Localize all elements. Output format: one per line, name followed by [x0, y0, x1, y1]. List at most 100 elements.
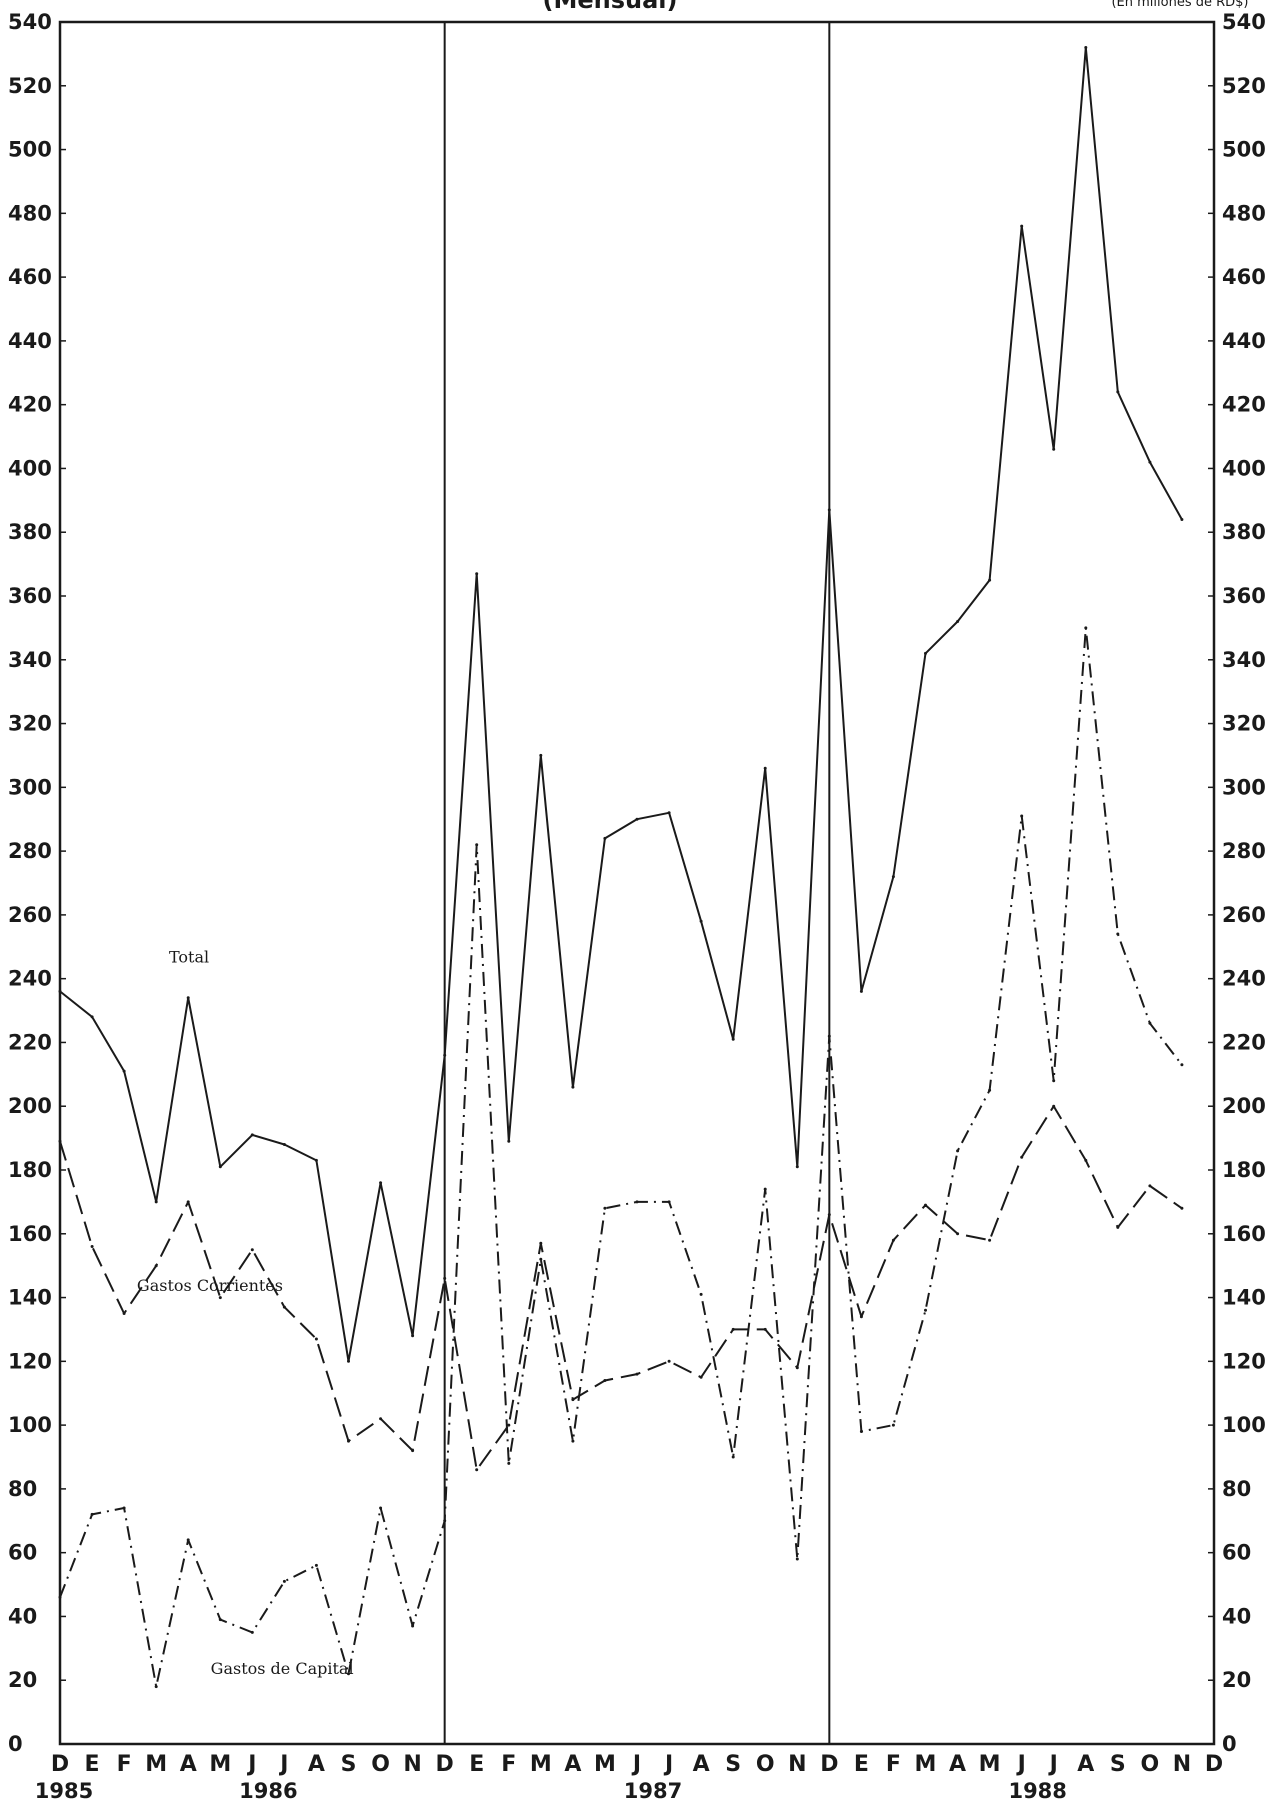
data-point-1-12 — [443, 1053, 447, 1057]
data-point-3-30 — [1020, 814, 1024, 818]
data-point-2-18 — [635, 1372, 639, 1376]
data-point-1-22 — [763, 766, 767, 770]
data-point-2-26 — [891, 1238, 895, 1242]
x-tick-label-24: D — [820, 1752, 838, 1777]
data-point-1-32 — [1084, 46, 1088, 49]
y-tick-label-left-240: 240 — [8, 967, 52, 991]
data-point-1-2 — [122, 1069, 126, 1073]
data-point-1-0 — [58, 989, 62, 993]
data-point-1-31 — [1052, 447, 1056, 451]
data-point-1-26 — [891, 875, 895, 879]
y-tick-label-right-260: 260 — [1222, 903, 1266, 927]
data-point-1-17 — [603, 836, 607, 840]
data-point-3-22 — [763, 1187, 767, 1191]
data-point-3-10 — [379, 1506, 383, 1510]
data-point-1-14 — [507, 1139, 511, 1143]
x-tick-label-2: F — [117, 1752, 132, 1777]
data-point-1-8 — [314, 1158, 318, 1162]
data-point-2-12 — [443, 1276, 447, 1280]
x-tick-label-32: A — [1077, 1752, 1094, 1777]
period-dividers — [443, 22, 831, 1744]
x-tick-label-31: J — [1048, 1752, 1058, 1777]
data-point-1-11 — [411, 1334, 415, 1338]
y-tick-label-left-120: 120 — [8, 1349, 52, 1373]
data-point-2-22 — [763, 1327, 767, 1331]
y-tick-label-left-80: 80 — [8, 1477, 37, 1501]
y-tick-label-right-400: 400 — [1222, 456, 1266, 480]
data-point-1-29 — [988, 578, 992, 582]
data-point-3-33 — [1116, 932, 1120, 936]
x-tick-label-29: M — [979, 1752, 1001, 1777]
series-line-3 — [59, 626, 1183, 1688]
data-point-1-18 — [635, 817, 639, 821]
y-tick-label-left-260: 260 — [8, 903, 52, 927]
y-tick-label-right-320: 320 — [1222, 712, 1266, 736]
x-tick-label-26: F — [886, 1752, 901, 1777]
data-point-3-28 — [956, 1149, 960, 1153]
x-tick-label-30: J — [1016, 1752, 1026, 1777]
data-point-3-6 — [250, 1630, 254, 1634]
data-point-2-24 — [827, 1213, 831, 1217]
series-labels: Total Gastos Corrientes Gastos de Capital — [137, 948, 354, 1678]
y-tick-label-left-280: 280 — [8, 839, 52, 863]
data-point-2-28 — [956, 1232, 960, 1236]
data-point-3-0 — [58, 1595, 62, 1599]
y-tick-label-right-220: 220 — [1222, 1030, 1266, 1054]
data-point-3-7 — [282, 1579, 286, 1583]
y-axis-right: 0 20 40 60 80 100 120 140 160 180 200 220 240 260 280 3… — [1208, 10, 1266, 1756]
y-tick-label-right-20: 20 — [1222, 1668, 1251, 1692]
y-tick-label-left-140: 140 — [8, 1286, 52, 1310]
x-tick-label-8: A — [308, 1752, 325, 1777]
data-point-1-25 — [859, 989, 863, 993]
y-tick-label-left-460: 460 — [8, 265, 52, 289]
data-point-2-35 — [1180, 1206, 1184, 1210]
chart-title: (Mensual) — [543, 0, 678, 14]
y-tick-label-left-0: 0 — [8, 1732, 23, 1756]
x-tick-label-35: N — [1173, 1752, 1191, 1777]
data-point-1-1 — [90, 1015, 94, 1019]
data-point-1-23 — [795, 1165, 799, 1169]
x-tick-label-0: D — [51, 1752, 69, 1777]
y-tick-label-right-0: 0 — [1222, 1732, 1237, 1756]
data-point-3-34 — [1148, 1021, 1152, 1025]
data-point-3-26 — [891, 1423, 895, 1427]
data-point-3-35 — [1180, 1063, 1184, 1067]
data-point-3-11 — [411, 1624, 415, 1628]
y-tick-label-right-480: 480 — [1222, 201, 1266, 225]
y-tick-label-right-520: 520 — [1222, 74, 1266, 98]
data-point-2-17 — [603, 1379, 607, 1382]
data-point-2-8 — [314, 1337, 318, 1341]
y-tick-label-right-100: 100 — [1222, 1413, 1266, 1437]
data-point-2-9 — [347, 1439, 350, 1443]
data-point-2-25 — [859, 1315, 863, 1319]
data-point-3-21 — [731, 1455, 735, 1459]
data-point-2-27 — [924, 1203, 927, 1207]
y-tick-label-left-400: 400 — [8, 456, 52, 480]
x-tick-label-3: M — [145, 1752, 167, 1777]
y-tick-label-right-80: 80 — [1222, 1477, 1251, 1501]
y-tick-label-left-220: 220 — [8, 1030, 52, 1054]
data-point-2-29 — [988, 1238, 992, 1242]
data-point-1-15 — [539, 753, 543, 757]
data-point-2-20 — [699, 1375, 703, 1379]
data-point-1-35 — [1180, 518, 1184, 521]
data-point-1-33 — [1116, 390, 1120, 394]
y-tick-label-left-500: 500 — [8, 138, 52, 162]
data-point-3-14 — [507, 1461, 511, 1465]
y-axis-left: 0 20 40 60 80 100 120 140 160 180 200 220 240 260 280 3… — [8, 10, 66, 1756]
data-point-2-16 — [571, 1398, 575, 1402]
y-tick-label-left-20: 20 — [8, 1668, 37, 1692]
y-tick-label-right-380: 380 — [1222, 520, 1266, 544]
y-tick-label-right-60: 60 — [1222, 1541, 1251, 1565]
data-point-2-21 — [731, 1327, 735, 1331]
data-point-2-15 — [539, 1241, 543, 1245]
x-tick-label-17: M — [594, 1752, 616, 1777]
data-point-2-13 — [475, 1468, 479, 1472]
x-tick-label-34: O — [1141, 1752, 1160, 1777]
data-point-1-10 — [379, 1181, 383, 1185]
data-point-3-2 — [122, 1506, 126, 1510]
year-label-1988: 1988 — [1008, 1779, 1066, 1803]
data-point-1-7 — [282, 1143, 286, 1146]
data-point-2-4 — [186, 1200, 190, 1204]
